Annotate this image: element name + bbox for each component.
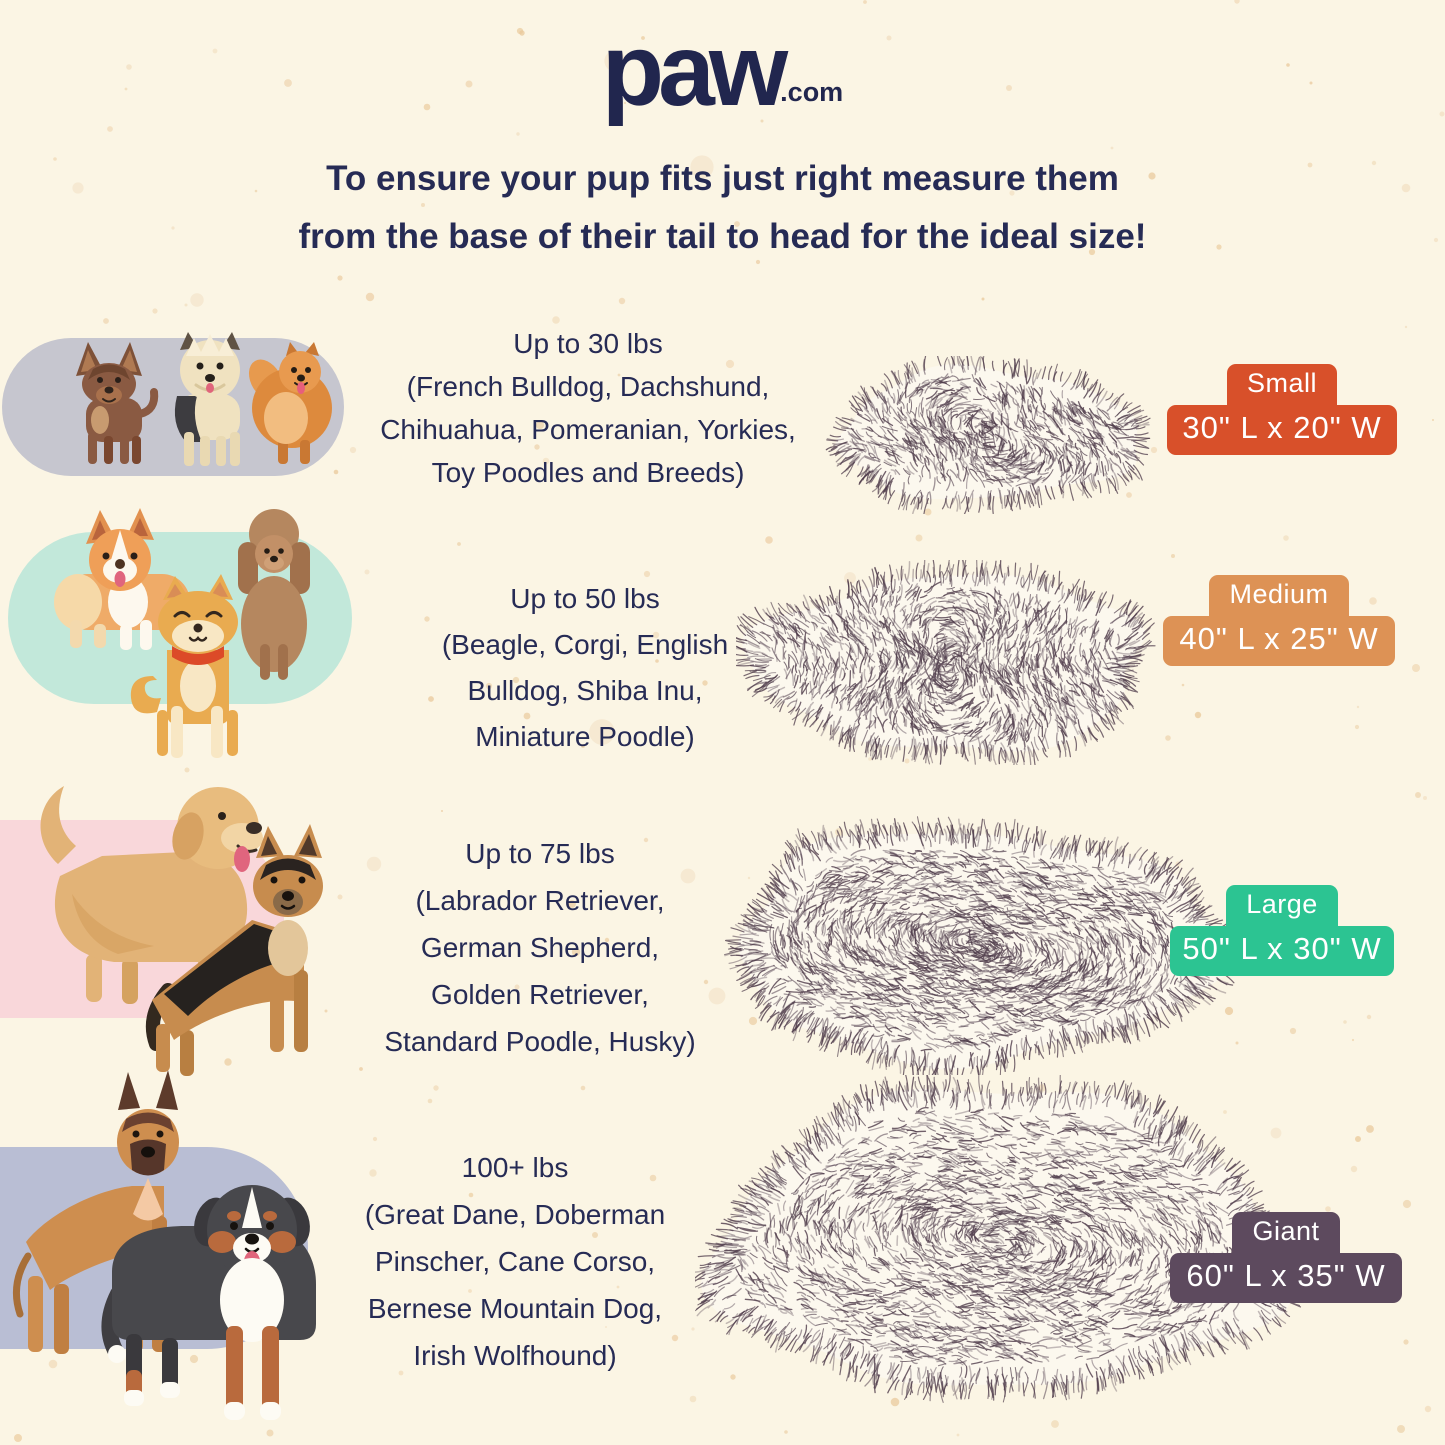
size-badge-large: Large 50" L x 30" W (1170, 885, 1394, 976)
weight-range: Up to 30 lbs (513, 328, 663, 359)
headline: To ensure your pup fits just right measu… (0, 150, 1445, 266)
breed-line: Toy Poodles and Breeds) (431, 457, 745, 488)
breed-line: German Shepherd, (420, 932, 660, 963)
yorkshire-terrier-illustration (174, 332, 240, 466)
small-size-description: Up to 30 lbs (French Bulldog, Dachshund,… (353, 322, 823, 494)
medium-size-description: Up to 50 lbs (Beagle, Corgi, English Bul… (350, 576, 820, 760)
paw-logo: paw .com (601, 13, 844, 127)
size-label: Giant (1232, 1212, 1340, 1253)
size-badge-small: Small 30" L x 20" W (1167, 364, 1397, 455)
breed-line: (French Bulldog, Dachshund, (406, 371, 770, 402)
size-badge-giant: Giant 60" L x 35" W (1170, 1212, 1402, 1303)
logo-wordmark: paw (601, 13, 788, 127)
size-dimensions: 30" L x 20" W (1167, 405, 1397, 455)
size-badge-medium: Medium 40" L x 25" W (1163, 575, 1395, 666)
bed-illustration-medium (736, 560, 1156, 765)
breed-line: Bernese Mountain Dog, (367, 1293, 663, 1324)
breed-line: (Labrador Retriever, (415, 885, 665, 916)
breed-line: (Great Dane, Doberman (364, 1199, 666, 1230)
breed-line: Pinscher, Cane Corso, (374, 1246, 656, 1277)
small-dogs-illustration (76, 332, 332, 466)
headline-line-2: from the base of their tail to head for … (298, 217, 1147, 256)
pomeranian-illustration (248, 342, 332, 464)
size-label: Small (1226, 364, 1337, 405)
miniature-poodle-illustration (238, 509, 310, 680)
breed-line: (Beagle, Corgi, English (441, 629, 729, 660)
bernese-mountain-dog-illustration (101, 1185, 316, 1420)
breed-line: Bulldog, Shiba Inu, (467, 675, 703, 706)
bed-illustration-small (825, 356, 1151, 514)
giant-dogs-illustration (12, 1070, 316, 1420)
medium-dogs-illustration (54, 508, 310, 758)
large-dogs-illustration (40, 786, 323, 1076)
breed-line: Irish Wolfhound) (413, 1340, 617, 1371)
shiba-inu-illustration (130, 574, 238, 758)
breed-line: Chihuahua, Pomeranian, Yorkies, (380, 414, 796, 445)
breed-line: Miniature Poodle) (475, 721, 695, 752)
bed-illustration-large (723, 816, 1237, 1075)
breed-line: Golden Retriever, (431, 979, 649, 1010)
weight-range: 100+ lbs (461, 1152, 569, 1183)
giant-size-description: 100+ lbs (Great Dane, Doberman Pinscher,… (280, 1144, 750, 1379)
size-dimensions: 60" L x 35" W (1170, 1253, 1402, 1303)
logo-tld: .com (780, 76, 844, 107)
size-dimensions: 40" L x 25" W (1163, 616, 1395, 666)
chihuahua-illustration (76, 342, 159, 464)
headline-line-1: To ensure your pup fits just right measu… (326, 159, 1119, 198)
size-dimensions: 50" L x 30" W (1170, 926, 1394, 976)
large-size-description: Up to 75 lbs (Labrador Retriever, German… (305, 830, 775, 1065)
bed-illustration-giant (695, 1075, 1303, 1403)
weight-range: Up to 50 lbs (510, 583, 660, 614)
size-label: Medium (1209, 575, 1349, 616)
corgi-illustration (54, 508, 190, 650)
german-shepherd-illustration (146, 824, 323, 1076)
weight-range: Up to 75 lbs (465, 838, 615, 869)
breed-line: Standard Poodle, Husky) (384, 1026, 696, 1057)
size-label: Large (1226, 885, 1338, 926)
